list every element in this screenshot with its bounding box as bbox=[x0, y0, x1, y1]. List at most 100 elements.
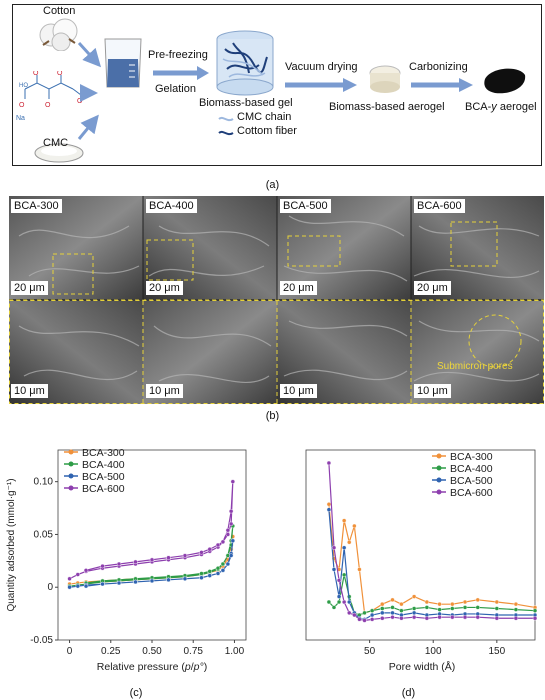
cotton-fiber-swatch bbox=[218, 130, 234, 136]
legend-marker bbox=[68, 461, 74, 467]
data-point bbox=[331, 605, 337, 610]
data-point bbox=[100, 563, 105, 569]
data-point bbox=[475, 597, 480, 603]
data-point bbox=[215, 571, 221, 576]
y-tick-label: 0.05 bbox=[34, 529, 54, 540]
data-point bbox=[341, 545, 347, 550]
data-point bbox=[326, 502, 332, 507]
data-point bbox=[475, 605, 480, 610]
legend-marker bbox=[436, 477, 442, 483]
sem-label-bca-300: BCA-300 bbox=[11, 199, 62, 213]
data-point bbox=[362, 618, 367, 623]
legend-cotton-fiber: Cottom fiber bbox=[237, 125, 297, 137]
scale-bar-20um: 20 μm bbox=[280, 281, 317, 295]
data-point bbox=[369, 612, 375, 618]
x-axis-label: Relative pressure (p/p°) bbox=[97, 661, 207, 673]
data-point bbox=[341, 572, 347, 578]
legend-label: BCA-600 bbox=[450, 487, 493, 499]
scale-bar-10um: 10 μm bbox=[414, 384, 451, 398]
x-tick-label: 0.50 bbox=[142, 646, 162, 657]
cotton-label: Cotton bbox=[43, 5, 76, 17]
data-point bbox=[341, 518, 347, 523]
data-point bbox=[450, 606, 455, 611]
data-point bbox=[228, 553, 234, 558]
legend-label: BCA-600 bbox=[82, 483, 125, 495]
data-point bbox=[411, 610, 417, 616]
legend-marker bbox=[68, 485, 74, 491]
data-point bbox=[352, 612, 357, 618]
data-point bbox=[369, 608, 375, 613]
beaker-icon bbox=[104, 38, 142, 88]
data-point bbox=[390, 597, 395, 603]
data-point bbox=[494, 616, 500, 621]
data-point bbox=[228, 509, 234, 514]
plot-frame bbox=[305, 449, 536, 641]
y-axis-label: Quantity adsorbed (mmol·g⁻¹) bbox=[6, 478, 17, 611]
legend-label: BCA-400 bbox=[450, 463, 493, 475]
data-point bbox=[462, 599, 468, 605]
data-point bbox=[230, 479, 236, 484]
data-point bbox=[399, 601, 404, 607]
data-point bbox=[450, 601, 455, 607]
data-point bbox=[362, 610, 367, 616]
legend-marker bbox=[436, 453, 442, 459]
data-point bbox=[100, 581, 105, 587]
data-point bbox=[494, 599, 500, 605]
aerogel-label: Biomass-based aerogel bbox=[329, 101, 445, 113]
data-point bbox=[450, 614, 455, 620]
sem-label-bca-400: BCA-400 bbox=[146, 199, 197, 213]
data-point bbox=[424, 599, 430, 605]
cmc-label: CMC bbox=[43, 137, 69, 149]
data-point bbox=[225, 532, 231, 537]
data-point bbox=[513, 601, 519, 607]
legend-cmc-chain: CMC chain bbox=[237, 111, 292, 123]
data-point bbox=[357, 617, 362, 622]
data-point bbox=[380, 606, 385, 611]
data-point bbox=[326, 460, 332, 466]
x-tick-label: 150 bbox=[488, 646, 505, 657]
data-point bbox=[67, 576, 72, 581]
data-point bbox=[67, 585, 72, 590]
data-point bbox=[220, 539, 226, 545]
legend-marker bbox=[68, 473, 74, 479]
series-line-bca-300 bbox=[328, 504, 536, 614]
legend-marker bbox=[436, 465, 442, 471]
legend-label: BCA-400 bbox=[82, 459, 125, 471]
x-tick-label: 0.25 bbox=[101, 646, 121, 657]
svg-text:O: O bbox=[45, 102, 51, 109]
data-point bbox=[220, 561, 226, 567]
series-line-bca-400 bbox=[328, 574, 536, 616]
svg-text:O: O bbox=[57, 71, 63, 77]
data-point bbox=[341, 599, 347, 605]
gel-label: Biomass-based gel bbox=[199, 97, 293, 109]
legend-label: BCA-500 bbox=[82, 471, 125, 483]
data-point bbox=[228, 521, 234, 527]
data-point bbox=[532, 608, 538, 613]
biomass-gel-cylinder bbox=[216, 30, 274, 96]
data-point bbox=[225, 528, 231, 533]
svg-text:O: O bbox=[33, 71, 39, 77]
data-point bbox=[116, 561, 122, 567]
data-point bbox=[336, 578, 342, 583]
x-axis-label: Pore width (Å) bbox=[389, 660, 456, 673]
data-point bbox=[182, 553, 188, 558]
legend-swatches bbox=[218, 116, 234, 136]
data-point bbox=[199, 550, 204, 555]
data-point bbox=[390, 610, 395, 616]
data-point bbox=[166, 555, 171, 560]
data-point bbox=[83, 568, 89, 573]
svg-text:O: O bbox=[19, 102, 25, 109]
vacuum-drying-label: Vacuum drying bbox=[285, 61, 358, 73]
data-point bbox=[347, 610, 352, 616]
data-point bbox=[83, 583, 89, 589]
data-point bbox=[380, 610, 385, 616]
gelation-label: Gelation bbox=[155, 83, 196, 95]
isotherm-chart: 0 0.25 0.50 0.75 1.00-0.0500.050.10BCA-300BC… bbox=[6, 447, 247, 673]
data-point bbox=[75, 583, 80, 589]
caption-a: (a) bbox=[265, 179, 280, 191]
x-tick-label: 1.00 bbox=[225, 646, 245, 657]
biomass-aerogel-image bbox=[369, 65, 401, 93]
data-point bbox=[513, 616, 519, 621]
pre-freezing-label: Pre-freezing bbox=[148, 49, 208, 61]
